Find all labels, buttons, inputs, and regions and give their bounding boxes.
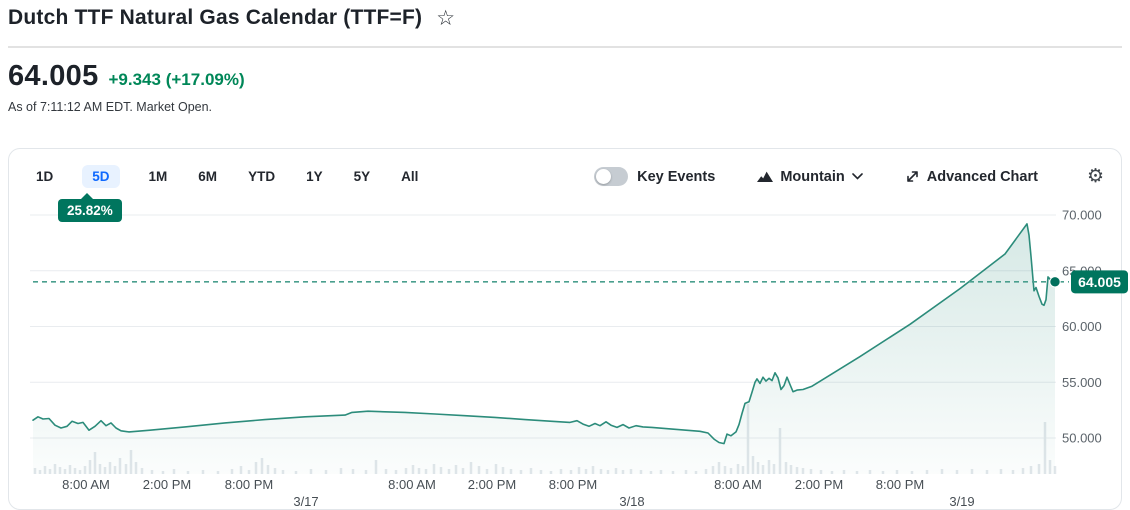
mountain-icon <box>757 170 774 183</box>
range-return-badge: 25.82% <box>58 193 122 222</box>
x-axis-time-label: 8:00 PM <box>549 477 597 492</box>
price-line <box>32 223 1056 445</box>
x-axis-time-label: 8:00 AM <box>62 477 110 492</box>
key-events-toggle-group: Key Events <box>594 167 715 186</box>
last-price-dot <box>1049 276 1061 288</box>
change-value: +9.343 <box>108 70 161 89</box>
key-events-label: Key Events <box>637 168 716 185</box>
current-price: 64.005 <box>8 60 99 92</box>
range-button-ytd[interactable]: YTD <box>248 169 276 184</box>
y-axis-label: 70.000 <box>1062 208 1102 223</box>
toggle-knob <box>596 169 612 184</box>
header-divider <box>8 46 1122 48</box>
x-axis-day-label: 3/19 <box>949 494 974 509</box>
current-price-badge-label: 64.005 <box>1078 274 1121 290</box>
y-axis-label: 55.000 <box>1062 375 1102 390</box>
x-axis-time-label: 2:00 PM <box>795 477 843 492</box>
gear-settings-icon[interactable]: ⚙ <box>1086 166 1104 187</box>
chart-type-label: Mountain <box>780 168 845 185</box>
y-axis-label: 60.000 <box>1062 319 1102 334</box>
advanced-chart-link[interactable]: Advanced Chart <box>905 169 1045 185</box>
x-axis-time-label: 2:00 PM <box>468 477 516 492</box>
chart-toolbar: 1D 5D 1M 6M YTD 1Y 5Y All Key Events Mountain <box>34 165 1104 188</box>
range-button-1y[interactable]: 1Y <box>306 169 323 184</box>
time-range-selector: 1D 5D 1M 6M YTD 1Y 5Y All <box>34 165 420 188</box>
key-events-toggle[interactable] <box>594 167 629 186</box>
range-button-5y[interactable]: 5Y <box>353 169 371 184</box>
price-row: 64.005 +9.343 (+17.09%) <box>8 60 245 93</box>
change-percent: (+17.09%) <box>165 70 245 89</box>
as-of-timestamp: As of 7:11:12 AM EDT. Market Open. <box>8 100 213 114</box>
price-change: +9.343 (+17.09%) <box>109 70 245 90</box>
page-title: Dutch TTF Natural Gas Calendar (TTF=F) <box>8 6 423 29</box>
x-axis-time-label: 2:00 PM <box>143 477 191 492</box>
x-axis-time-label: 8:00 PM <box>876 477 924 492</box>
advanced-chart-label: Advanced Chart <box>926 168 1038 185</box>
mountain-area-fill <box>33 223 1055 474</box>
expand-diagonal-icon <box>905 169 920 184</box>
range-button-5d[interactable]: 5D <box>82 165 120 188</box>
header: Dutch TTF Natural Gas Calendar (TTF=F) ☆ <box>8 6 455 30</box>
x-axis-time-label: 8:00 PM <box>225 477 273 492</box>
chart-controls: Key Events Mountain Advanced Chart <box>594 167 1104 186</box>
range-button-6m[interactable]: 6M <box>198 169 218 184</box>
y-axis-label: 50.000 <box>1062 431 1102 446</box>
range-button-1m[interactable]: 1M <box>148 169 168 184</box>
star-follow-icon[interactable]: ☆ <box>436 6 456 30</box>
current-price-badge <box>1071 270 1128 294</box>
chart-type-dropdown[interactable]: Mountain <box>757 168 863 185</box>
x-axis-time-label: 8:00 AM <box>388 477 436 492</box>
range-button-all[interactable]: All <box>401 169 419 184</box>
x-axis-day-label: 3/17 <box>293 494 318 509</box>
range-button-1d[interactable]: 1D <box>36 169 54 184</box>
chevron-down-icon <box>851 173 863 180</box>
x-axis-day-label: 3/18 <box>619 494 644 509</box>
x-axis-time-label: 8:00 AM <box>714 477 762 492</box>
